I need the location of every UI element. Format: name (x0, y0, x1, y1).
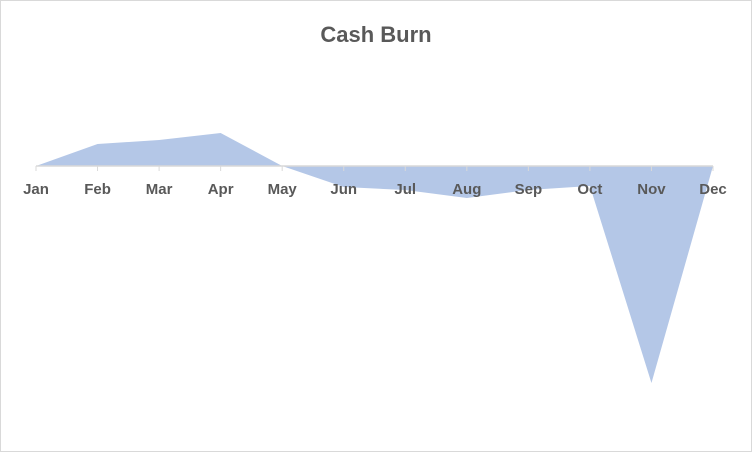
x-tick-label: Sep (515, 181, 543, 198)
x-tick-label: Jan (23, 181, 49, 198)
area (36, 133, 713, 383)
x-tick-label: Apr (208, 181, 234, 198)
x-tick-label: Nov (637, 181, 666, 198)
x-tick-label: Jul (394, 181, 416, 198)
chart-title: Cash Burn (320, 22, 431, 47)
x-tick-label: Feb (84, 181, 111, 198)
x-tick-label: May (268, 181, 298, 198)
x-tick-label: Mar (146, 181, 173, 198)
x-tick-label: Jun (330, 181, 357, 198)
x-tick-label: Dec (699, 181, 727, 198)
x-tick-label: Oct (577, 181, 602, 198)
x-tick-label: Aug (452, 181, 481, 198)
